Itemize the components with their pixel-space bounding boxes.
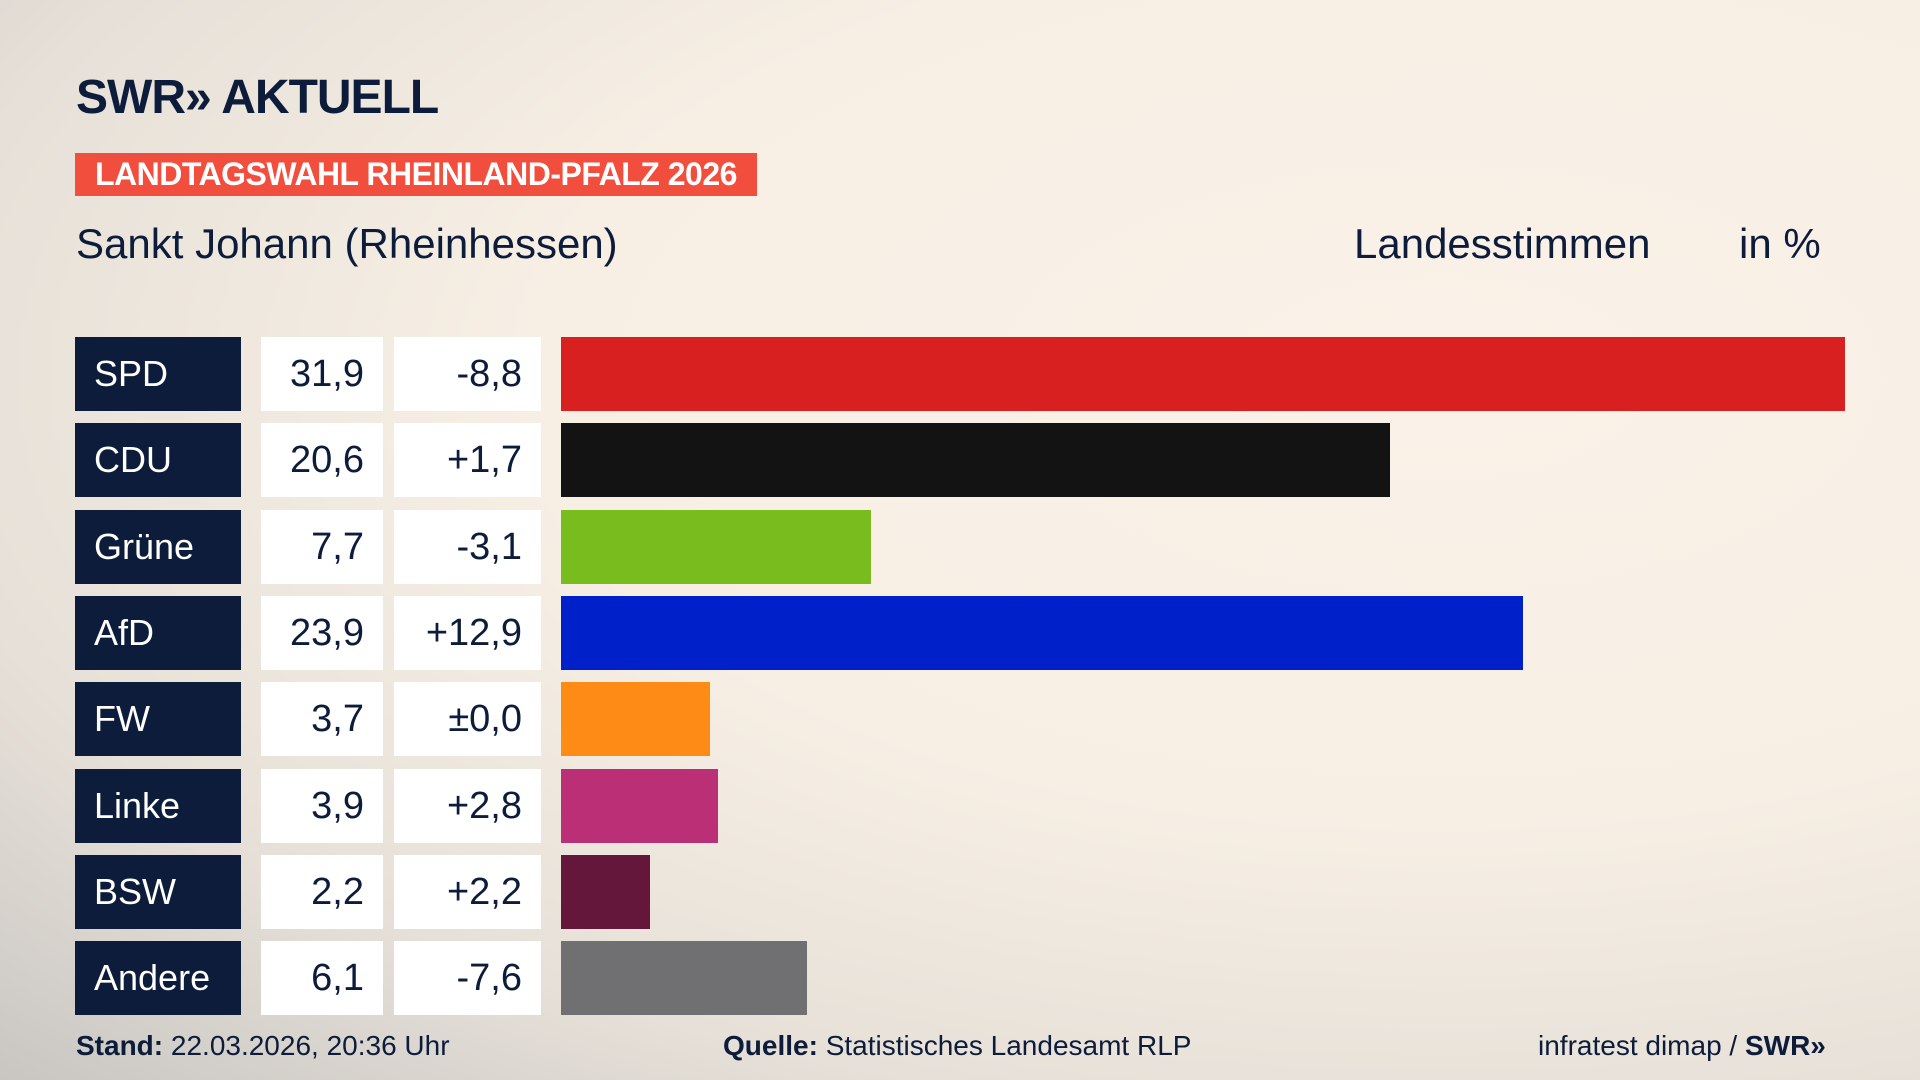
party-name: Andere <box>75 941 241 1016</box>
party-bar <box>561 337 1845 411</box>
credit: infratest dimap / SWR» <box>1538 1030 1826 1062</box>
source-value: Statistisches Landesamt RLP <box>825 1030 1192 1061</box>
party-value: 3,9 <box>261 768 383 843</box>
party-value: 2,2 <box>261 854 383 929</box>
party-value: 7,7 <box>261 509 383 584</box>
party-name: AfD <box>75 595 241 670</box>
party-change: -3,1 <box>394 509 541 584</box>
party-row: Andere 6,1 -7,6 <box>75 941 1875 1016</box>
party-change: +2,8 <box>394 768 541 843</box>
stand-label: Stand: <box>76 1030 164 1061</box>
constituency-title: Sankt Johann (Rheinhessen) <box>76 220 618 267</box>
party-bar <box>561 941 807 1016</box>
party-row: AfD 23,9 +12,9 <box>75 595 1875 670</box>
unit-label: in % <box>1739 220 1821 267</box>
party-name: FW <box>75 682 241 757</box>
party-row: BSW 2,2 +2,2 <box>75 854 1875 929</box>
party-bar <box>561 509 871 584</box>
party-bar <box>561 854 650 929</box>
party-change: -8,8 <box>394 337 541 411</box>
party-bar <box>561 595 1523 670</box>
stand-info: Stand: 22.03.2026, 20:36 Uhr <box>76 1030 450 1062</box>
party-row: Linke 3,9 +2,8 <box>75 768 1875 843</box>
party-change: +2,2 <box>394 854 541 929</box>
source-label: Quelle: <box>723 1030 818 1061</box>
party-name: CDU <box>75 423 241 498</box>
party-row: CDU 20,6 +1,7 <box>75 423 1875 498</box>
party-row: FW 3,7 ±0,0 <box>75 682 1875 757</box>
party-name: Grüne <box>75 509 241 584</box>
party-row: SPD 31,9 -8,8 <box>75 337 1875 411</box>
party-bar <box>561 768 718 843</box>
party-name: SPD <box>75 337 241 411</box>
party-bar <box>561 423 1391 498</box>
party-value: 6,1 <box>261 941 383 1016</box>
party-row: Grüne 7,7 -3,1 <box>75 509 1875 584</box>
party-bar <box>561 682 710 757</box>
party-change: ±0,0 <box>394 682 541 757</box>
swr-aktuell-logo: SWR» AKTUELL <box>76 71 439 124</box>
election-banner: LANDTAGSWAHL RHEINLAND-PFALZ 2026 <box>75 153 757 196</box>
swr-credit-logo: SWR» <box>1744 1030 1826 1061</box>
party-value: 23,9 <box>261 595 383 670</box>
party-value: 31,9 <box>261 337 383 411</box>
stand-value: 22.03.2026, 20:36 Uhr <box>170 1030 450 1061</box>
party-change: -7,6 <box>394 941 541 1016</box>
party-value: 3,7 <box>261 682 383 757</box>
party-value: 20,6 <box>261 423 383 498</box>
party-name: Linke <box>75 768 241 843</box>
party-change: +12,9 <box>394 595 541 670</box>
source-info: Quelle: Statistisches Landesamt RLP <box>723 1030 1191 1062</box>
party-change: +1,7 <box>394 423 541 498</box>
measure-label: Landesstimmen <box>1354 220 1651 267</box>
credit-text: infratest dimap / <box>1538 1030 1738 1061</box>
party-name: BSW <box>75 854 241 929</box>
